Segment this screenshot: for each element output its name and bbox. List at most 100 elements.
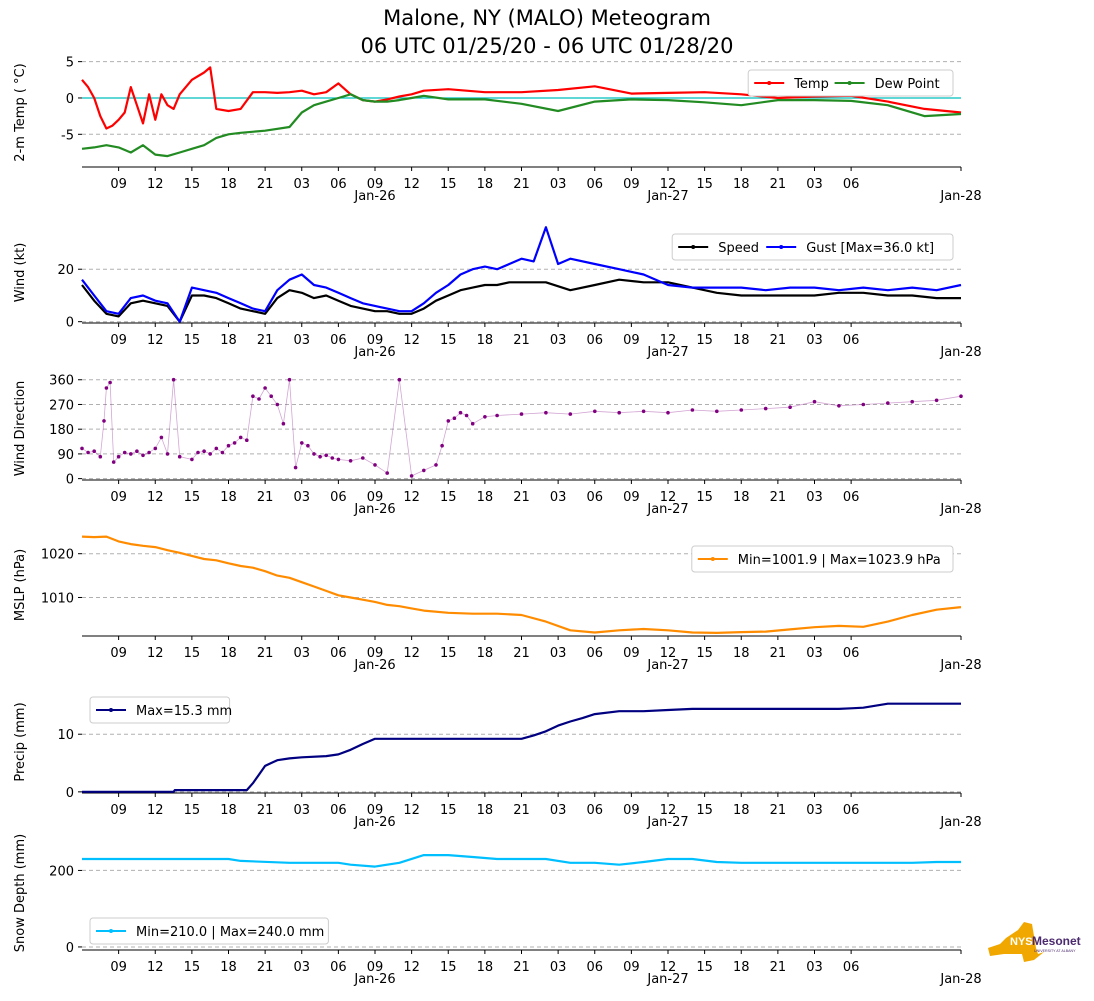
date-label: Jan-27 bbox=[646, 345, 688, 360]
x-tick-label: 09 bbox=[623, 333, 640, 348]
y-tick-label: 0 bbox=[66, 941, 74, 956]
x-tick-label: 03 bbox=[293, 960, 310, 975]
legend-label: Dew Point bbox=[875, 77, 940, 92]
data-point bbox=[129, 452, 133, 456]
x-tick-label: 06 bbox=[843, 803, 860, 818]
data-point bbox=[202, 449, 206, 454]
legend: Temp Dew Point bbox=[747, 69, 954, 97]
x-tick-label: 12 bbox=[403, 960, 420, 975]
data-point bbox=[336, 457, 341, 462]
data-point bbox=[324, 453, 329, 458]
x-tick-label: 03 bbox=[806, 333, 823, 348]
x-tick-label: 18 bbox=[477, 803, 494, 818]
data-point bbox=[80, 446, 84, 451]
x-tick-label: 06 bbox=[586, 177, 603, 192]
data-point bbox=[102, 419, 106, 423]
x-tick-label: 18 bbox=[220, 646, 237, 661]
data-point bbox=[617, 410, 621, 415]
x-tick-label: 09 bbox=[110, 803, 127, 818]
x-tick-label: 03 bbox=[550, 177, 567, 192]
x-tick-label: 15 bbox=[696, 960, 713, 975]
data-point bbox=[147, 450, 151, 455]
x-tick-label: 06 bbox=[843, 646, 860, 661]
x-tick-label: 03 bbox=[806, 960, 823, 975]
x-tick-label: 18 bbox=[477, 490, 494, 505]
x-tick-label: 06 bbox=[330, 803, 347, 818]
x-tick-label: 18 bbox=[733, 960, 750, 975]
x-tick-label: 21 bbox=[257, 803, 274, 818]
data-point bbox=[300, 441, 304, 445]
x-tick-label: 21 bbox=[770, 333, 787, 348]
x-tick-label: 12 bbox=[147, 646, 164, 661]
x-tick-label: 09 bbox=[367, 177, 384, 192]
x-tick-label: 12 bbox=[147, 333, 164, 348]
data-point bbox=[886, 401, 890, 405]
data-point bbox=[86, 450, 90, 455]
x-tick-label: 06 bbox=[330, 646, 347, 661]
x-tick-label: 21 bbox=[257, 177, 274, 192]
legend-label: Temp bbox=[793, 77, 829, 92]
x-tick-label: 15 bbox=[184, 490, 201, 505]
x-tick-label: 21 bbox=[513, 646, 530, 661]
x-tick-label: 21 bbox=[770, 177, 787, 192]
x-tick-label: 21 bbox=[770, 490, 787, 505]
x-tick-label: 18 bbox=[733, 490, 750, 505]
y-tick-label: 360 bbox=[49, 374, 74, 389]
data-point bbox=[232, 441, 237, 445]
x-tick-label: 03 bbox=[806, 646, 823, 661]
chart-title-line1: Malone, NY (MALO) Meteogram bbox=[383, 6, 711, 30]
y-tick-label: 200 bbox=[49, 864, 74, 879]
data-point bbox=[171, 377, 176, 382]
x-tick-label: 09 bbox=[110, 490, 127, 505]
x-tick-label: 12 bbox=[660, 960, 677, 975]
x-tick-label: 09 bbox=[367, 646, 384, 661]
x-tick-label: 06 bbox=[843, 177, 860, 192]
y-axis-label: Snow Depth (mm) bbox=[13, 834, 28, 952]
data-point bbox=[763, 406, 768, 411]
data-point bbox=[220, 450, 225, 455]
data-point bbox=[104, 386, 109, 390]
x-tick-label: 03 bbox=[293, 490, 310, 505]
y-tick-label: 0 bbox=[66, 316, 74, 331]
x-tick-label: 06 bbox=[330, 177, 347, 192]
panel-temp: -5 0 5 09 12 15 18 21 03 06 09 12 15 18 21 03 06 09 12 15 18… bbox=[13, 56, 982, 204]
legend-label: Min=210.0 | Max=240.0 mm bbox=[136, 925, 324, 940]
date-label: Jan-27 bbox=[646, 502, 688, 517]
x-tick-label: 03 bbox=[550, 960, 567, 975]
data-point bbox=[446, 419, 451, 423]
logo-text-mesonet: Mesonet bbox=[1032, 934, 1081, 948]
y-tick-label: 5 bbox=[66, 56, 74, 71]
data-point bbox=[593, 409, 597, 414]
data-point bbox=[275, 402, 280, 407]
x-tick-label: 06 bbox=[586, 490, 603, 505]
legend-marker bbox=[767, 81, 772, 85]
data-point bbox=[92, 449, 96, 454]
data-point bbox=[470, 421, 475, 426]
data-point bbox=[257, 397, 261, 401]
new-york-state-icon bbox=[988, 922, 1044, 962]
data-point bbox=[135, 449, 139, 454]
series-line-min=1001.9 bbox=[81, 535, 962, 635]
y-tick-label: 0 bbox=[66, 92, 74, 107]
x-tick-label: 12 bbox=[660, 333, 677, 348]
series-line-min=210.0 bbox=[82, 853, 961, 868]
series-line-speed bbox=[81, 278, 961, 323]
x-tick-label: 12 bbox=[403, 333, 420, 348]
x-tick-label: 12 bbox=[660, 177, 677, 192]
y-axis-label: 2-m Temp ( °C) bbox=[13, 63, 28, 161]
data-point bbox=[397, 377, 402, 382]
x-tick-label: 21 bbox=[257, 646, 274, 661]
y-tick-label: -5 bbox=[61, 128, 74, 143]
x-tick-label: 06 bbox=[330, 333, 347, 348]
x-tick-label: 18 bbox=[477, 646, 494, 661]
data-point bbox=[861, 402, 866, 407]
y-axis-label: MSLP (hPa) bbox=[13, 549, 28, 621]
x-tick-label: 06 bbox=[843, 960, 860, 975]
data-point bbox=[739, 408, 744, 412]
x-tick-label: 09 bbox=[110, 960, 127, 975]
data-point bbox=[361, 456, 365, 460]
legend-marker bbox=[691, 245, 696, 249]
y-axis-label: Precip (mm) bbox=[13, 702, 28, 781]
x-tick-label: 21 bbox=[257, 333, 274, 348]
